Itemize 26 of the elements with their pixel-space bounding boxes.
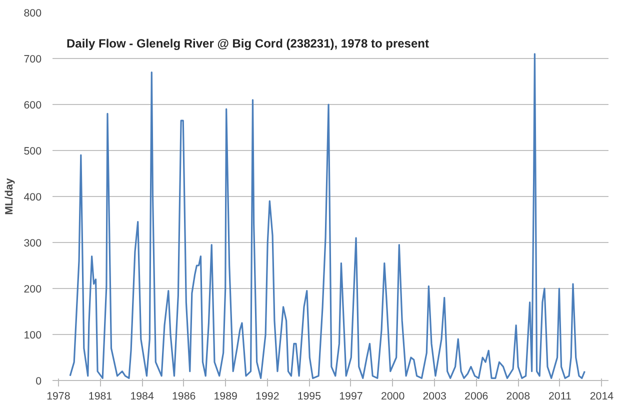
y-axis-title: ML/day [4,178,16,215]
x-tick-label: 1981 [88,390,112,402]
y-tick-label: 400 [24,192,42,204]
x-tick-label: 2000 [380,390,405,402]
y-tick-label: 700 [24,54,42,66]
y-tick-label: 600 [24,100,42,112]
x-tick-label: 2008 [506,390,530,402]
x-tick-label: 2003 [422,390,447,402]
text: Daily Flow - Glenelg River @ Big Cord (238231), 1978 to present [66,36,429,50]
x-tick-label: 1992 [256,390,280,402]
y-tick-label: 100 [24,330,42,342]
x-tick-label: 1995 [297,390,322,402]
y-tick-label: 800 [24,8,42,20]
y-tick-label: 200 [24,284,42,296]
x-tick-label: 1978 [46,390,70,402]
x-tick-label: 1989 [214,390,238,402]
y-tick-label: 0 [36,376,42,388]
y-tick-label: 500 [24,146,42,158]
x-tick-label: 2006 [464,390,488,402]
x-tick-label: 2014 [590,390,614,402]
y-tick-label: 300 [24,238,42,250]
line-series [69,53,586,379]
x-tick-label: 1984 [130,390,154,402]
x-tick-label: 1997 [339,390,363,402]
x-tick-label: 1986 [172,390,196,402]
x-tick-label: 2011 [548,390,572,402]
